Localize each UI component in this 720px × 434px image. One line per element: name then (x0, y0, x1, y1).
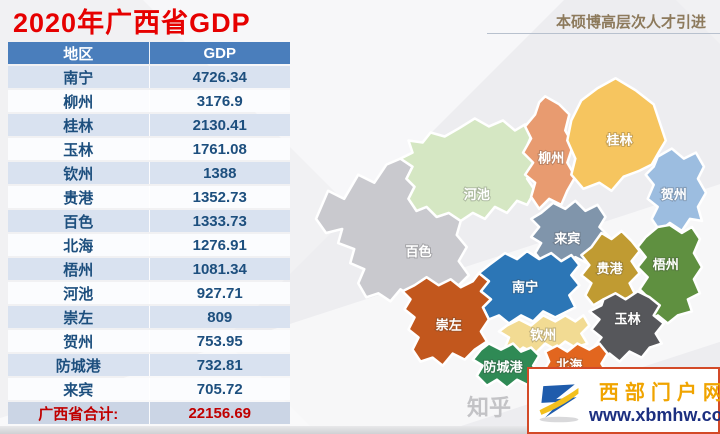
column-header-gdp: GDP (203, 44, 236, 62)
map-label-guilin: 桂林 (605, 133, 633, 148)
column-header-region: 地区 (8, 42, 150, 64)
table-header-row: 地区 GDP (8, 42, 290, 64)
gdp-cell: 927.71 (196, 284, 243, 302)
table-row: 柳州 3176.9 (8, 90, 290, 112)
total-value: 22156.69 (188, 404, 252, 422)
gdp-cell: 705.72 (196, 380, 243, 398)
map-label-guigang: 贵港 (596, 261, 623, 276)
total-label: 广西省合计: (8, 402, 150, 424)
region-cell: 北海 (8, 234, 150, 256)
map-region-yulin (588, 290, 666, 363)
map-region-hechi (399, 117, 537, 223)
table-row: 崇左 809 (8, 306, 290, 328)
map-label-qinzhou: 钦州 (529, 328, 556, 343)
map-label-baise: 百色 (405, 244, 431, 259)
gdp-cell: 753.95 (196, 332, 243, 350)
region-cell: 百色 (8, 210, 150, 232)
table-row: 北海 1276.91 (8, 234, 290, 256)
map-label-hechi: 河池 (464, 187, 490, 202)
map-label-yulin: 玉林 (615, 311, 642, 326)
region-cell: 来宾 (8, 378, 150, 400)
region-cell: 崇左 (8, 306, 150, 328)
gdp-cell: 1388 (203, 164, 237, 182)
gdp-cell: 3176.9 (196, 92, 243, 110)
region-cell: 贵港 (8, 186, 150, 208)
map-region-guilin (566, 76, 668, 193)
region-cell: 柳州 (8, 90, 150, 112)
table-body: 南宁 4726.34 柳州 3176.9 桂林 2130.41 玉林 1761.08 钦州 138… (8, 66, 290, 400)
gdp-cell: 1761.08 (192, 140, 247, 158)
site-url: www.xbmhw.com (589, 404, 720, 425)
map-region-wuzhou (636, 223, 704, 325)
table-row: 梧州 1081.34 (8, 258, 290, 280)
region-cell: 贺州 (8, 330, 150, 352)
region-cell: 南宁 (8, 66, 150, 88)
zhihu-watermark: 知乎 (467, 395, 512, 420)
region-cell: 钦州 (8, 162, 150, 184)
map-label-wuzhou: 梧州 (653, 257, 679, 272)
xbmhw-logo-icon (539, 383, 579, 422)
header-divider (487, 33, 720, 34)
table-row: 百色 1333.73 (8, 210, 290, 232)
map-label-liuzhou: 柳州 (538, 151, 564, 166)
map-label-hezhou: 贺州 (660, 187, 687, 202)
site-logo-box: 西部门户网 www.xbmhw.com (527, 367, 720, 434)
gdp-table: 地区 GDP 南宁 4726.34 柳州 3176.9 桂林 2130.41 玉林 1761.… (8, 42, 290, 426)
table-row: 桂林 2130.41 (8, 114, 290, 136)
gdp-cell: 1352.73 (192, 188, 247, 206)
region-cell: 河池 (8, 282, 150, 304)
map-label-nanning: 南宁 (512, 279, 538, 294)
table-row: 来宾 705.72 (8, 378, 290, 400)
table-total-row: 广西省合计: 22156.69 (8, 402, 290, 424)
map-label-laibin: 来宾 (553, 231, 580, 246)
gdp-cell: 1081.34 (192, 260, 247, 278)
map-region-chongzuo (401, 271, 493, 367)
table-row: 南宁 4726.34 (8, 66, 290, 88)
region-cell: 桂林 (8, 114, 150, 136)
header-slogan: 本硕博高层次人才引进 (555, 14, 706, 31)
gdp-cell: 2130.41 (192, 116, 247, 134)
map-region-hezhou (644, 147, 708, 233)
page-title: 2020年广西省GDP (13, 8, 251, 38)
map-label-fangchenggang: 防城港 (483, 360, 523, 375)
table-row: 贺州 753.95 (8, 330, 290, 352)
map-region-fangchenggang (471, 342, 543, 390)
table-row: 贵港 1352.73 (8, 186, 290, 208)
region-cell: 防城港 (8, 354, 150, 376)
gdp-cell: 4726.34 (192, 68, 247, 86)
gdp-cell: 809 (207, 308, 233, 326)
region-cell: 玉林 (8, 138, 150, 160)
region-cell: 梧州 (8, 258, 150, 280)
gdp-cell: 732.81 (196, 356, 243, 374)
logo-text-block: 西部门户网 www.xbmhw.com (589, 376, 720, 426)
site-name: 西部门户网 (598, 381, 720, 404)
bottom-edge-band (0, 426, 720, 434)
table-row: 河池 927.71 (8, 282, 290, 304)
gdp-cell: 1276.91 (192, 236, 247, 254)
table-row: 玉林 1761.08 (8, 138, 290, 160)
map-label-chongzuo: 崇左 (436, 317, 462, 332)
table-row: 防城港 732.81 (8, 354, 290, 376)
gdp-cell: 1333.73 (192, 212, 247, 230)
table-row: 钦州 1388 (8, 162, 290, 184)
